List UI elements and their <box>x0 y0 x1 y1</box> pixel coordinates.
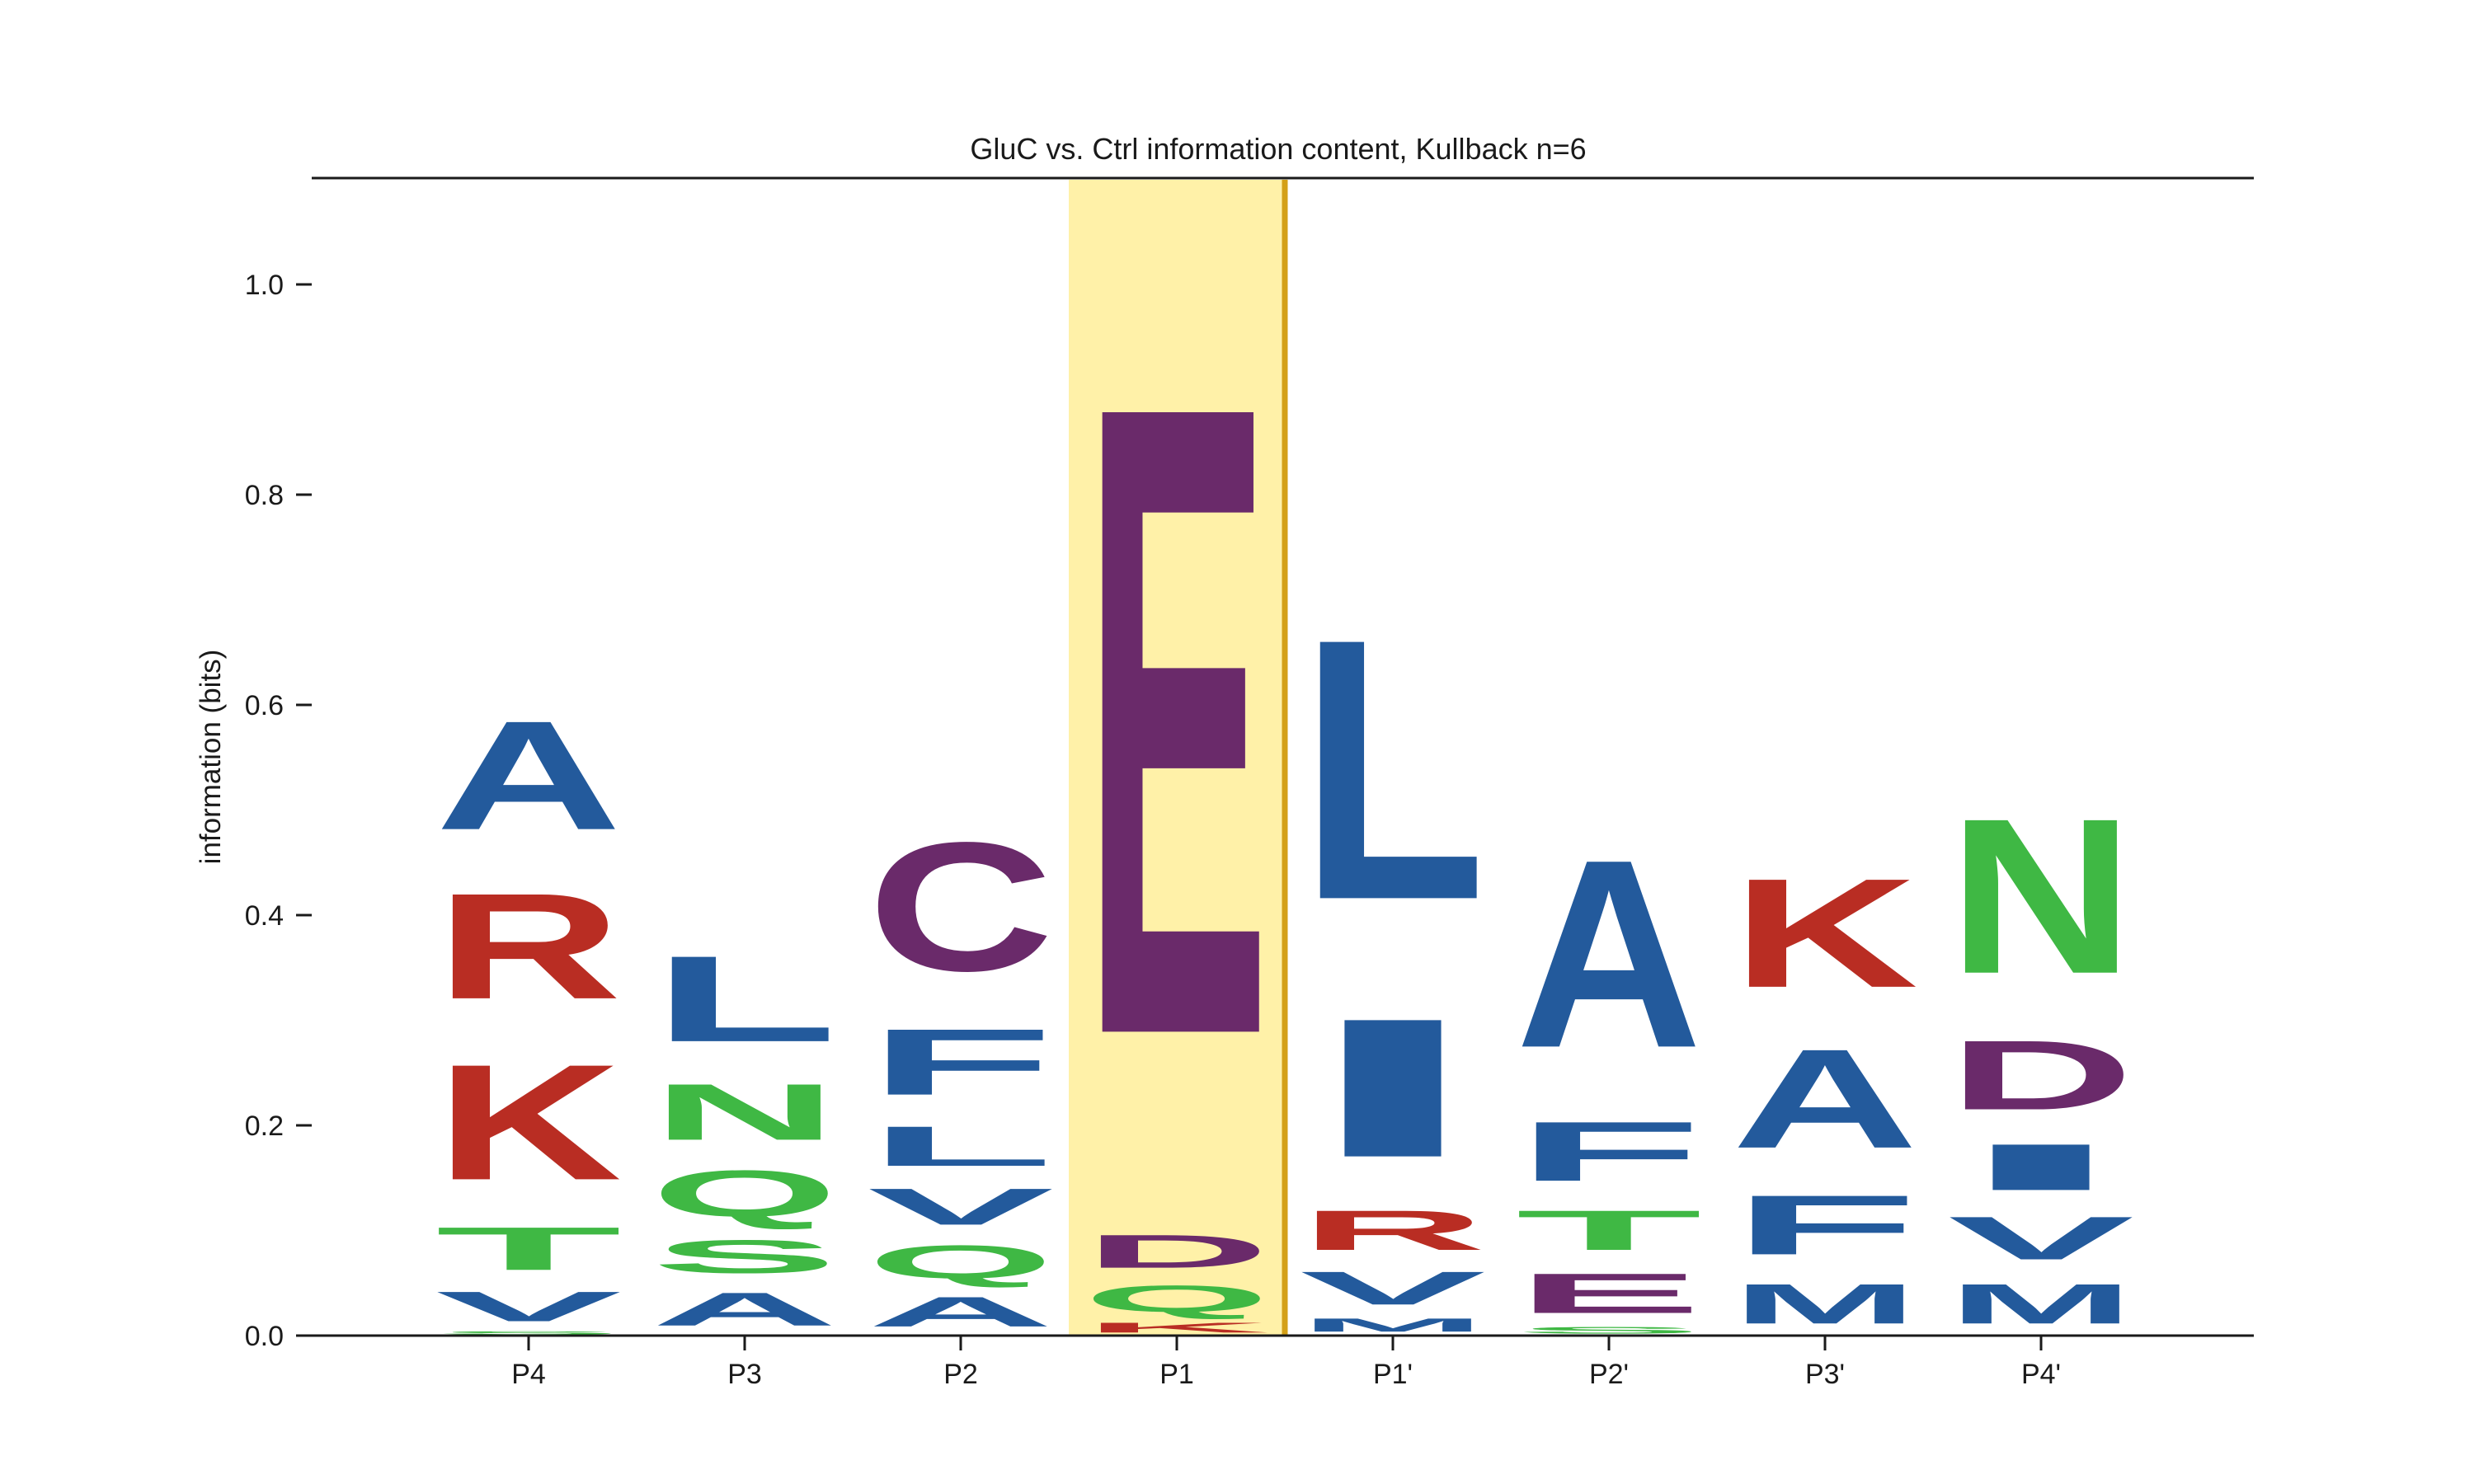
x-tick-label: P4' <box>2021 1359 2061 1390</box>
y-axis-ticks: 0.0 0.2 0.4 0.6 0.8 1.0 <box>245 270 312 1352</box>
logo-letter-P1prime-R: R <box>1300 1199 1486 1262</box>
logo-letter-P3prime-A: A <box>1732 1021 1918 1178</box>
logo-letter-P1-D: D <box>1084 1225 1270 1278</box>
logo-letter-P4-A: A <box>435 688 622 862</box>
y-tick-label: 0.6 <box>245 690 284 721</box>
logo-letter-P2-V: V <box>868 1177 1054 1235</box>
logo-letter-P3prime-M: M <box>1732 1272 1918 1336</box>
logo-letter-P4prime-N: N <box>1948 772 2134 1019</box>
x-tick-label: P2 <box>943 1359 978 1390</box>
chart-title: GluC vs. Ctrl information content, Kullb… <box>970 132 1586 166</box>
logo-letter-P4-V: V <box>435 1283 622 1330</box>
logo-letter-P2-L: L <box>868 1115 1054 1178</box>
highlight-band <box>1069 180 1285 1336</box>
logo-letter-P2prime-E: E <box>1516 1261 1702 1325</box>
logo-letter-P3-S: S <box>651 1230 838 1283</box>
logo-letter-P4prime-M: M <box>1948 1272 2134 1336</box>
logo-letter-P1-K: K <box>1084 1320 1270 1336</box>
x-tick-label: P1 <box>1159 1359 1194 1390</box>
logo-letter-P1-E: E <box>1084 218 1270 1223</box>
logo-letter-P1prime-V: V <box>1300 1262 1486 1315</box>
logo-letter-P3prime-K: K <box>1732 846 1918 1020</box>
logo-letter-P4prime-D: D <box>1948 1020 2134 1130</box>
logo-letter-P1-Q: Q <box>1084 1278 1270 1320</box>
logo-letter-P2prime-T: T <box>1516 1199 1702 1262</box>
axes <box>312 176 2254 1337</box>
logo-letter-P1prime-M: M <box>1300 1314 1486 1336</box>
logo-letter-P2prime-A: A <box>1516 804 1702 1104</box>
x-tick-label: P4 <box>511 1359 546 1390</box>
logo-letter-P1prime-I: I <box>1300 978 1486 1199</box>
x-tick-label: P3' <box>1805 1359 1845 1390</box>
logo-letter-P3-Q: Q <box>651 1157 838 1230</box>
y-axis-label: information (bits) <box>195 650 227 865</box>
x-tick-label: P1' <box>1373 1359 1413 1390</box>
y-tick-label: 1.0 <box>245 270 284 301</box>
y-tick-label: 0.4 <box>245 900 284 932</box>
logo-letter-P2prime-F: F <box>1516 1104 1702 1199</box>
logo-letter-P2-C: C <box>868 804 1054 1009</box>
logo-letter-P2prime-S: S <box>1516 1325 1702 1336</box>
logo-letter-P4-T: T <box>435 1214 622 1283</box>
highlight-layer <box>1069 180 1288 1336</box>
logo-letter-P3-L: L <box>651 930 838 1067</box>
logo-letter-P1prime-L: L <box>1300 561 1486 977</box>
logo-letter-P4prime-V: V <box>1948 1204 2134 1272</box>
logo-letter-P2-Q: Q <box>868 1236 1054 1289</box>
x-axis-ticks: P4 P3 P2 P1 P1' P2' P3' P4' <box>511 1336 2061 1390</box>
logo-letter-P4-S: S <box>435 1331 622 1336</box>
logo-letter-P3-A: A <box>651 1283 838 1336</box>
x-tick-label: P3 <box>727 1359 762 1390</box>
y-tick-label: 0.8 <box>245 480 284 511</box>
logo-letter-P4prime-I: I <box>1948 1130 2134 1204</box>
logo-letter-P4-K: K <box>435 1030 622 1214</box>
x-tick-label: P2' <box>1589 1359 1629 1390</box>
logo-letter-P3prime-F: F <box>1732 1177 1918 1272</box>
logo-letter-P2-F: F <box>868 1010 1054 1115</box>
logo-letter-P3-N: N <box>651 1068 838 1158</box>
logo-letter-P2-A: A <box>868 1288 1054 1336</box>
y-tick-label: 0.2 <box>245 1111 284 1142</box>
logo-letter-P4-R: R <box>435 862 622 1031</box>
y-tick-label: 0.0 <box>245 1321 284 1352</box>
